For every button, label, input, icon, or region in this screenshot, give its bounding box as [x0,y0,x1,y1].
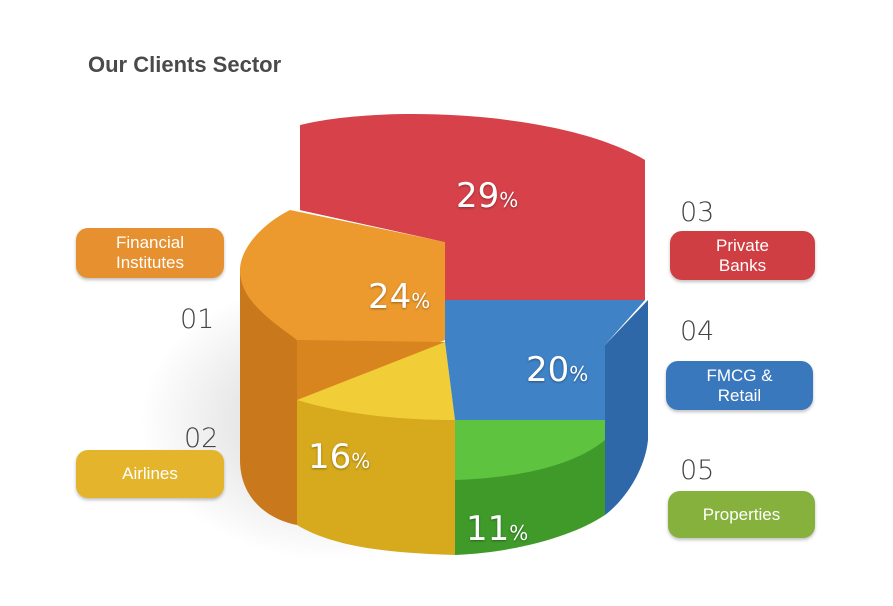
pct-label-airlines: 16% [308,437,371,477]
legend-pill-properties: Properties [668,491,815,538]
sector-number-03: 03 [680,197,715,228]
slice-airlines-top [297,342,455,420]
slice-fmcg-top [445,300,645,420]
sector-number-01: 01 [180,304,215,335]
legend-pill-private-banks: Private Banks [670,231,815,280]
chart-title: Our Clients Sector [88,52,282,77]
sector-number-04: 04 [680,316,715,347]
sector-number-05: 05 [680,455,715,486]
legend-pill-airlines: Airlines [76,450,224,498]
slice-financial-side [240,270,297,525]
slice-properties-top [455,420,605,480]
pct-label-private-banks: 29% [456,176,519,216]
sector-number-02: 02 [184,423,219,454]
slice-airlines-side [297,400,455,555]
legend-pill-financial-institutes: Financial Institutes [76,228,224,278]
slice-fmcg-side [605,300,648,515]
pct-label-fmcg: 20% [526,350,589,390]
legend-pill-fmcg-retail: FMCG & Retail [666,361,813,410]
pct-label-properties: 11% [466,509,529,549]
slice-properties-side [455,440,605,555]
pct-label-financial: 24% [368,277,431,317]
slice-banks-top [300,114,645,300]
